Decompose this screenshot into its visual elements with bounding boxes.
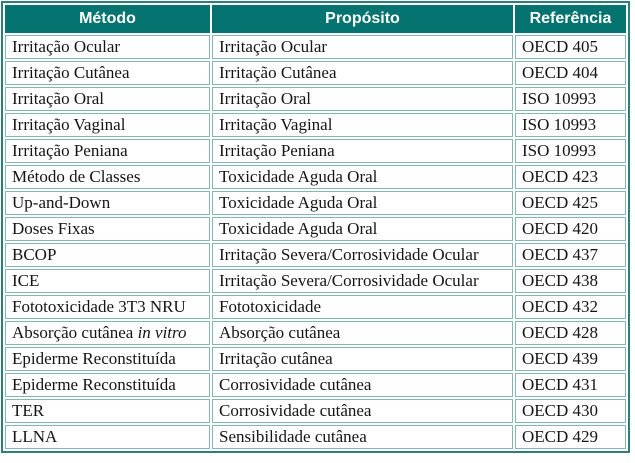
- method-cell: Irritação Oral: [5, 87, 210, 111]
- purpose-cell: Irritação Vaginal: [212, 113, 513, 137]
- reference-cell: OECD 431: [515, 373, 626, 397]
- purpose-cell: Toxicidade Aguda Oral: [212, 165, 513, 189]
- table-row: Irritação Cutânea Irritação Cutânea OECD…: [5, 61, 626, 85]
- table-row: Up-and-Down Toxicidade Aguda Oral OECD 4…: [5, 191, 626, 215]
- reference-cell: ISO 10993: [515, 113, 626, 137]
- reference-cell: OECD 425: [515, 191, 626, 215]
- purpose-cell: Sensibilidade cutânea: [212, 425, 513, 449]
- method-cell: TER: [5, 399, 210, 423]
- methods-table-container: Método Propósito Referência Irritação Oc…: [1, 1, 631, 453]
- method-cell: Doses Fixas: [5, 217, 210, 241]
- column-header-metodo: Método: [5, 5, 210, 33]
- purpose-cell: Irritação Severa/Corrosividade Ocular: [212, 269, 513, 293]
- table-row: Método de Classes Toxicidade Aguda Oral …: [5, 165, 626, 189]
- method-cell: Irritação Ocular: [5, 35, 210, 59]
- reference-cell: OECD 439: [515, 347, 626, 371]
- purpose-cell: Corrosividade cutânea: [212, 373, 513, 397]
- table-row: Irritação Ocular Irritação Ocular OECD 4…: [5, 35, 626, 59]
- purpose-cell: Corrosividade cutânea: [212, 399, 513, 423]
- column-header-referencia: Referência: [515, 5, 626, 33]
- table-row: BCOP Irritação Severa/Corrosividade Ocul…: [5, 243, 626, 267]
- table-row: Doses Fixas Toxicidade Aguda Oral OECD 4…: [5, 217, 626, 241]
- reference-cell: OECD 428: [515, 321, 626, 345]
- purpose-cell: Irritação Severa/Corrosividade Ocular: [212, 243, 513, 267]
- method-cell: Irritação Peniana: [5, 139, 210, 163]
- method-cell: Fototoxicidade 3T3 NRU: [5, 295, 210, 319]
- methods-table: Método Propósito Referência Irritação Oc…: [1, 1, 630, 453]
- header-row: Método Propósito Referência: [5, 5, 626, 33]
- reference-cell: OECD 423: [515, 165, 626, 189]
- reference-cell: OECD 438: [515, 269, 626, 293]
- reference-cell: OECD 430: [515, 399, 626, 423]
- method-cell: BCOP: [5, 243, 210, 267]
- method-cell: LLNA: [5, 425, 210, 449]
- table-row: Epiderme Reconstituída Corrosividade cut…: [5, 373, 626, 397]
- table-row: Absorção cutânea in vitro Absorção cutân…: [5, 321, 626, 345]
- purpose-cell: Toxicidade Aguda Oral: [212, 191, 513, 215]
- method-cell: Método de Classes: [5, 165, 210, 189]
- purpose-cell: Irritação Ocular: [212, 35, 513, 59]
- table-row: Irritação Vaginal Irritação Vaginal ISO …: [5, 113, 626, 137]
- method-cell: Epiderme Reconstituída: [5, 347, 210, 371]
- table-row: LLNA Sensibilidade cutânea OECD 429: [5, 425, 626, 449]
- methods-table-body: Método Propósito Referência Irritação Oc…: [5, 5, 626, 449]
- column-header-proposito: Propósito: [212, 5, 513, 33]
- reference-cell: OECD 429: [515, 425, 626, 449]
- reference-cell: OECD 420: [515, 217, 626, 241]
- purpose-cell: Irritação Oral: [212, 87, 513, 111]
- method-cell: Absorção cutânea in vitro: [5, 321, 210, 345]
- method-cell: Irritação Cutânea: [5, 61, 210, 85]
- table-row: Irritação Oral Irritação Oral ISO 10993: [5, 87, 626, 111]
- method-cell: Irritação Vaginal: [5, 113, 210, 137]
- method-cell: Epiderme Reconstituída: [5, 373, 210, 397]
- purpose-cell: Irritação Peniana: [212, 139, 513, 163]
- method-cell: ICE: [5, 269, 210, 293]
- purpose-cell: Irritação Cutânea: [212, 61, 513, 85]
- reference-cell: ISO 10993: [515, 87, 626, 111]
- table-row: Epiderme Reconstituída Irritação cutânea…: [5, 347, 626, 371]
- purpose-cell: Toxicidade Aguda Oral: [212, 217, 513, 241]
- table-row: ICE Irritação Severa/Corrosividade Ocula…: [5, 269, 626, 293]
- purpose-cell: Absorção cutânea: [212, 321, 513, 345]
- reference-cell: OECD 432: [515, 295, 626, 319]
- reference-cell: OECD 405: [515, 35, 626, 59]
- table-row: Fototoxicidade 3T3 NRU Fototoxicidade OE…: [5, 295, 626, 319]
- method-cell: Up-and-Down: [5, 191, 210, 215]
- method-italic-text: in vitro: [137, 323, 187, 342]
- method-text: Absorção cutânea: [12, 323, 138, 342]
- table-row: Irritação Peniana Irritação Peniana ISO …: [5, 139, 626, 163]
- reference-cell: OECD 437: [515, 243, 626, 267]
- reference-cell: ISO 10993: [515, 139, 626, 163]
- table-row: TER Corrosividade cutânea OECD 430: [5, 399, 626, 423]
- purpose-cell: Irritação cutânea: [212, 347, 513, 371]
- purpose-cell: Fototoxicidade: [212, 295, 513, 319]
- reference-cell: OECD 404: [515, 61, 626, 85]
